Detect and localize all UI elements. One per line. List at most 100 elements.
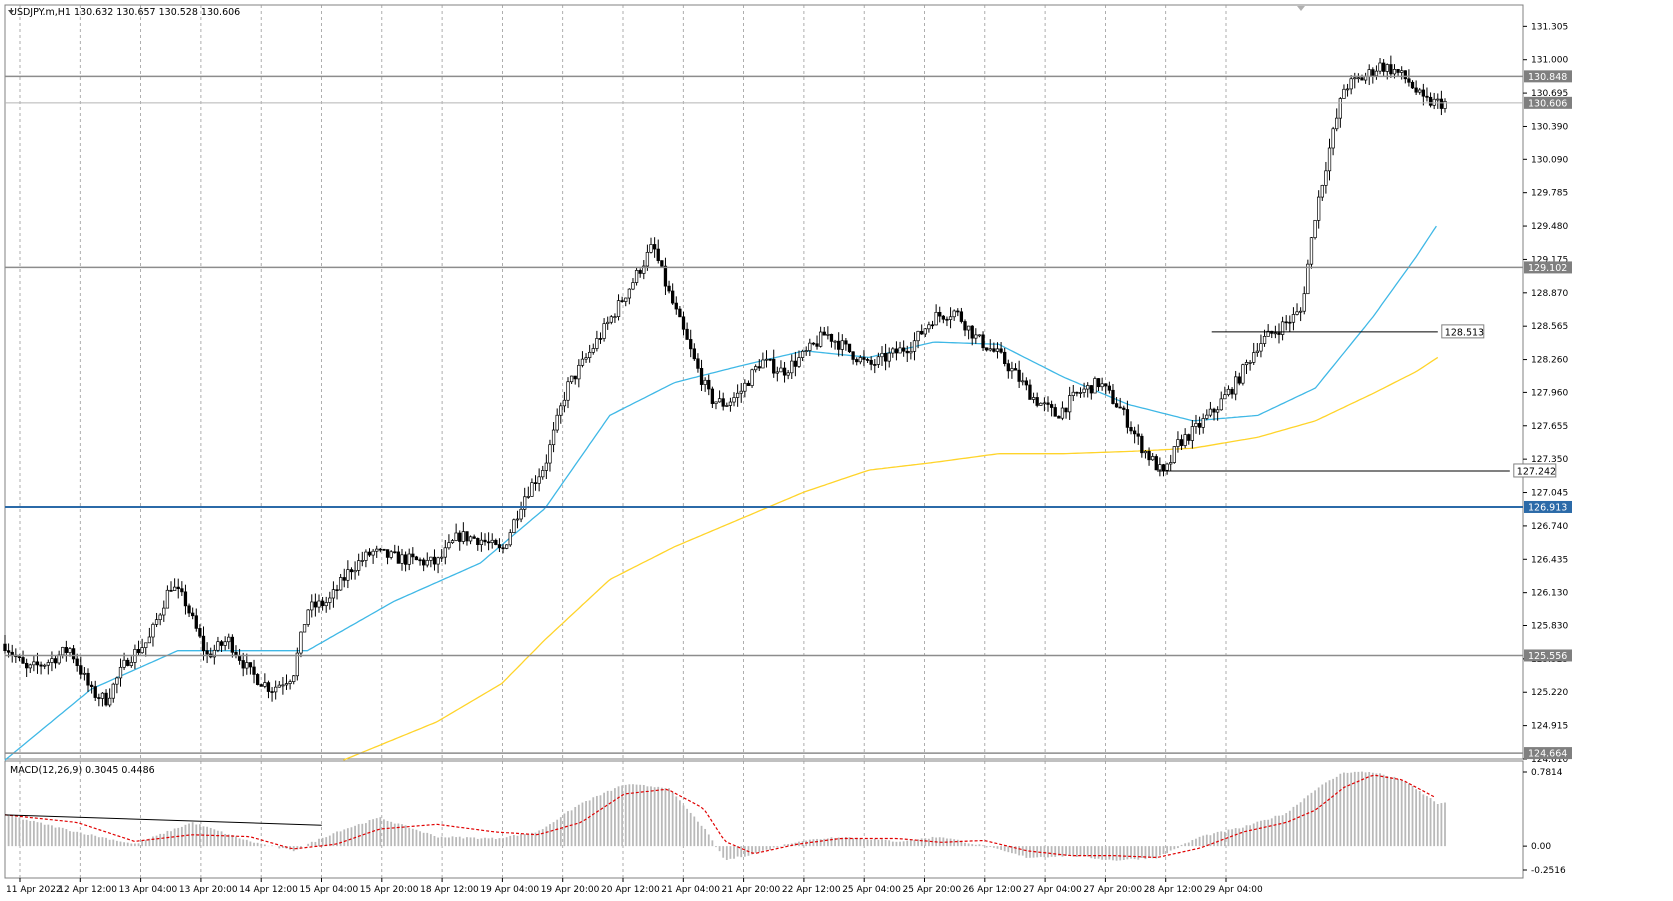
candle-bear[interactable] (1136, 433, 1140, 437)
candle-bull[interactable] (1302, 293, 1306, 312)
candle-bear[interactable] (855, 359, 859, 363)
candle-bull[interactable] (151, 624, 155, 638)
candle-bull[interactable] (613, 316, 617, 318)
candle-bull[interactable] (569, 375, 574, 383)
candle-bull[interactable] (584, 357, 588, 360)
candle-bear[interactable] (822, 331, 826, 336)
candle-bear[interactable] (396, 551, 401, 564)
candle-bull[interactable] (1436, 98, 1440, 101)
candle-bull[interactable] (750, 369, 754, 386)
candle-bull[interactable] (966, 325, 971, 331)
candle-bull[interactable] (338, 577, 343, 591)
candle-bear[interactable] (869, 359, 873, 365)
candle-bull[interactable] (544, 462, 549, 471)
candle-bull[interactable] (1021, 380, 1025, 383)
candle-bull[interactable] (1223, 394, 1227, 400)
candle-bull[interactable] (375, 548, 379, 552)
candle-bear[interactable] (1129, 427, 1133, 432)
candle-bull[interactable] (609, 316, 613, 323)
candle-bear[interactable] (883, 352, 888, 362)
candle-bull[interactable] (631, 282, 635, 290)
candle-bear[interactable] (25, 662, 29, 669)
candle-bear[interactable] (1140, 435, 1144, 454)
candle-bull[interactable] (144, 642, 148, 648)
candle-bull[interactable] (887, 352, 891, 362)
candle-bear[interactable] (1414, 87, 1418, 93)
candle-bear[interactable] (367, 551, 372, 556)
candle-bull[interactable] (627, 288, 632, 299)
candle-bull[interactable] (154, 619, 159, 625)
candle-bull[interactable] (461, 531, 465, 542)
candle-bear[interactable] (1407, 78, 1411, 83)
candle-bear[interactable] (1389, 64, 1393, 75)
candle-bull[interactable] (1259, 343, 1263, 352)
candle-bear[interactable] (620, 300, 624, 302)
candle-bull[interactable] (1248, 362, 1252, 364)
candle-bear[interactable] (811, 342, 816, 345)
candle-bull[interactable] (1068, 395, 1072, 413)
candle-bear[interactable] (1057, 415, 1061, 419)
candle-bear[interactable] (126, 659, 130, 666)
candle-bull[interactable] (1291, 314, 1296, 323)
candle-bear[interactable] (259, 684, 263, 687)
candle-bull[interactable] (299, 631, 303, 654)
candle-bull[interactable] (443, 547, 447, 558)
candle-bull[interactable] (537, 476, 541, 484)
candle-bear[interactable] (699, 368, 704, 385)
candle-bull[interactable] (306, 609, 310, 625)
candle-bull[interactable] (46, 662, 50, 666)
candle-bull[interactable] (32, 661, 36, 666)
candle-bull[interactable] (450, 540, 455, 544)
candle-bear[interactable] (930, 324, 935, 327)
candle-bull[interactable] (108, 697, 112, 706)
candle-bull[interactable] (1234, 376, 1238, 395)
candle-bear[interactable] (342, 577, 346, 581)
candle-bull[interactable] (775, 371, 779, 374)
candle-bull[interactable] (974, 334, 978, 339)
candle-bull[interactable] (624, 297, 628, 302)
candle-bull[interactable] (317, 600, 321, 608)
candle-bear[interactable] (689, 339, 693, 350)
candle-bull[interactable] (891, 348, 895, 354)
candle-bull[interactable] (1205, 414, 1209, 419)
candle-bull[interactable] (1183, 434, 1187, 446)
candle-bear[interactable] (1277, 332, 1281, 335)
candle-bull[interactable] (1190, 426, 1195, 441)
candle-bear[interactable] (1096, 378, 1101, 388)
candle-bull[interactable] (389, 551, 393, 558)
candle-bull[interactable] (1317, 196, 1321, 221)
candle-bull[interactable] (1298, 310, 1303, 313)
candle-bull[interactable] (858, 357, 862, 363)
candle-bull[interactable] (1086, 385, 1090, 390)
candle-bull[interactable] (566, 381, 570, 401)
candle-bear[interactable] (1360, 77, 1364, 81)
candle-bull[interactable] (512, 519, 516, 533)
candle-bear[interactable] (652, 244, 657, 250)
candle-bear[interactable] (959, 311, 964, 322)
candle-bear[interactable] (176, 586, 180, 590)
candle-bull[interactable] (212, 649, 216, 658)
candle-bull[interactable] (1031, 397, 1036, 400)
candle-bull[interactable] (1313, 220, 1317, 239)
candle-bull[interactable] (436, 557, 440, 565)
candle-bull[interactable] (1280, 321, 1285, 335)
candle-bear[interactable] (1403, 70, 1407, 80)
candle-bear[interactable] (403, 554, 408, 565)
candle-bull[interactable] (559, 405, 563, 416)
candle-bull[interactable] (1082, 388, 1086, 393)
candle-bear[interactable] (1428, 96, 1433, 106)
candle-bull[interactable] (216, 641, 220, 651)
candle-bull[interactable] (140, 647, 144, 654)
candle-bull[interactable] (800, 350, 805, 358)
candle-bull[interactable] (1071, 391, 1075, 396)
candle-bear[interactable] (1439, 98, 1444, 109)
candle-bull[interactable] (826, 333, 830, 336)
candle-bear[interactable] (1075, 391, 1079, 394)
candle-bull[interactable] (577, 364, 581, 380)
candle-bull[interactable] (1010, 368, 1014, 372)
candle-bear[interactable] (992, 348, 996, 352)
candle-bull[interactable] (28, 664, 32, 669)
candle-bull[interactable] (1078, 392, 1083, 394)
candle-bull[interactable] (1172, 446, 1176, 463)
